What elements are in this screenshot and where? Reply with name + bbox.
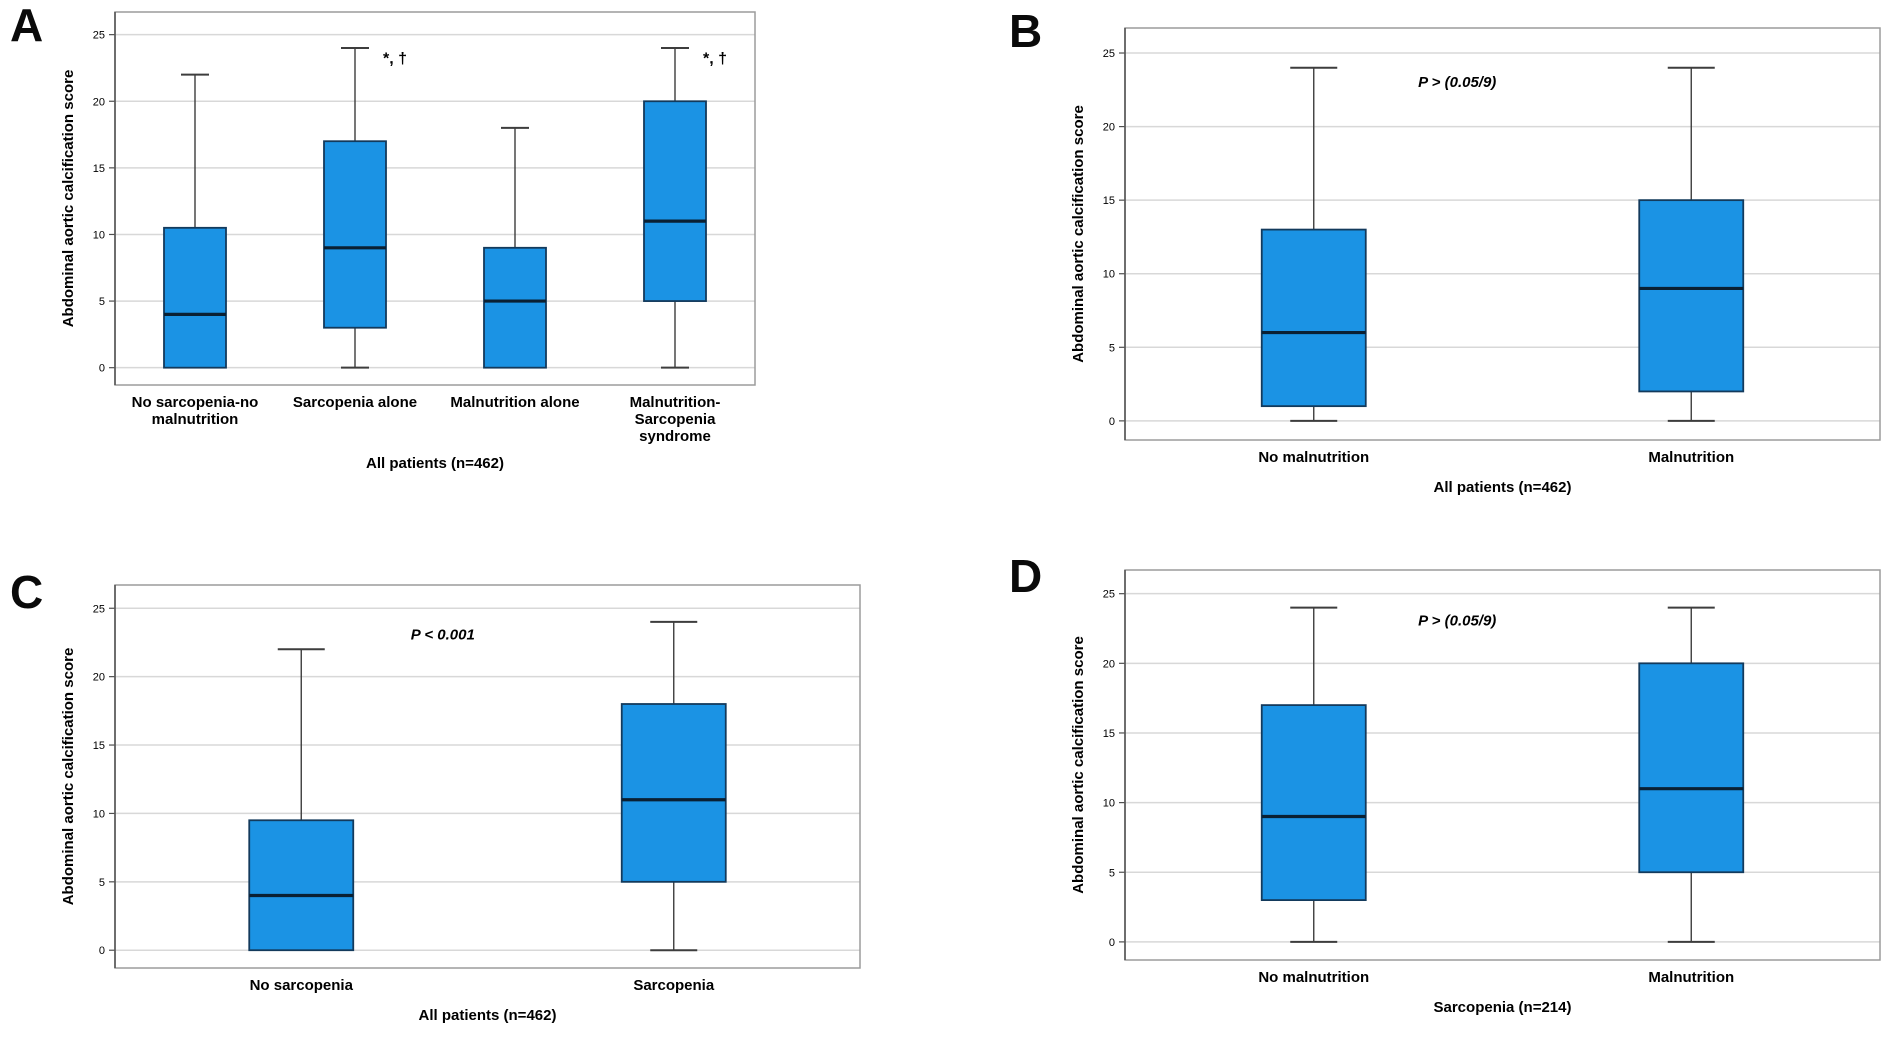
panel-B: B 0 5 10 15 20 25 No malnutrition Malnutrition P…	[951, 0, 1902, 518]
panel-label-D: D	[1009, 550, 1043, 602]
svg-text:20: 20	[1103, 658, 1115, 670]
svg-text:20: 20	[1103, 122, 1115, 134]
svg-text:Sarcopenia: Sarcopenia	[633, 977, 715, 994]
svg-text:15: 15	[93, 740, 105, 752]
svg-text:Malnutrition alone: Malnutrition alone	[450, 394, 579, 411]
svg-text:Abdominal aortic calcification: Abdominal aortic calcification score	[1070, 636, 1087, 894]
svg-text:Malnutrition: Malnutrition	[1648, 449, 1734, 466]
svg-text:*, †: *, †	[703, 51, 727, 68]
panel-D: D 0 5 10 15 20 25 No malnutrition Malnutrition P…	[951, 519, 1902, 1037]
svg-text:10: 10	[1103, 269, 1115, 281]
svg-text:25: 25	[1103, 48, 1115, 60]
svg-text:*, †: *, †	[383, 51, 407, 68]
svg-text:25: 25	[93, 603, 105, 615]
svg-text:0: 0	[99, 363, 105, 375]
svg-text:Abdominal aortic calcification: Abdominal aortic calcification score	[1070, 105, 1087, 363]
svg-text:0: 0	[1109, 416, 1115, 428]
svg-text:10: 10	[93, 808, 105, 820]
svg-text:15: 15	[93, 163, 105, 175]
svg-text:25: 25	[1103, 589, 1115, 601]
svg-text:5: 5	[99, 296, 105, 308]
svg-text:P < 0.001: P < 0.001	[411, 627, 475, 644]
svg-text:Malnutrition: Malnutrition	[1648, 969, 1734, 986]
boxplot-B: 0 5 10 15 20 25 No malnutrition Malnutrition P >…	[1070, 27, 1881, 496]
panel-label-A: A	[10, 0, 44, 51]
svg-text:10: 10	[1103, 798, 1115, 810]
svg-text:15: 15	[1103, 195, 1115, 207]
svg-text:No malnutrition: No malnutrition	[1258, 449, 1369, 466]
panel-label-C: C	[10, 566, 44, 618]
svg-text:Sarcopenia (n=214): Sarcopenia (n=214)	[1434, 999, 1572, 1016]
svg-text:Abdominal aortic calcification: Abdominal aortic calcification score	[60, 648, 77, 906]
svg-text:25: 25	[93, 30, 105, 42]
panel-A: A 0 5 10 15 20 25 No sarcopenia-no malnutrition…	[0, 0, 951, 518]
svg-text:0: 0	[1109, 937, 1115, 949]
svg-text:20: 20	[93, 96, 105, 108]
svg-text:No sarcopenia: No sarcopenia	[250, 977, 354, 994]
svg-text:P > (0.05/9): P > (0.05/9)	[1418, 613, 1496, 630]
svg-text:No malnutrition: No malnutrition	[1258, 969, 1369, 986]
svg-text:15: 15	[1103, 728, 1115, 740]
svg-text:5: 5	[1109, 867, 1115, 879]
boxplot-A: 0 5 10 15 20 25 No sarcopenia-no malnutrition *,…	[60, 11, 756, 472]
boxplot-C: 0 5 10 15 20 25 No sarcopenia Sarcopenia P < 0.0…	[60, 584, 861, 1024]
svg-text:All patients (n=462): All patients (n=462)	[366, 455, 504, 472]
svg-text:0: 0	[99, 945, 105, 957]
panel-C: C 0 5 10 15 20 25 No sarcopenia Sarcopenia P < 0…	[0, 519, 951, 1037]
panel-label-B: B	[1009, 5, 1043, 57]
svg-text:5: 5	[1109, 342, 1115, 354]
boxplot-D: 0 5 10 15 20 25 No malnutrition Malnutrition P >…	[1070, 569, 1881, 1016]
svg-text:5: 5	[99, 877, 105, 889]
svg-text:20: 20	[93, 672, 105, 684]
svg-text:All patients (n=462): All patients (n=462)	[419, 1007, 557, 1024]
svg-text:10: 10	[93, 229, 105, 241]
svg-text:All patients (n=462): All patients (n=462)	[1434, 479, 1572, 496]
svg-text:Abdominal aortic calcification: Abdominal aortic calcification score	[60, 70, 77, 328]
svg-text:P > (0.05/9): P > (0.05/9)	[1418, 74, 1496, 91]
svg-text:Sarcopenia alone: Sarcopenia alone	[293, 394, 417, 411]
